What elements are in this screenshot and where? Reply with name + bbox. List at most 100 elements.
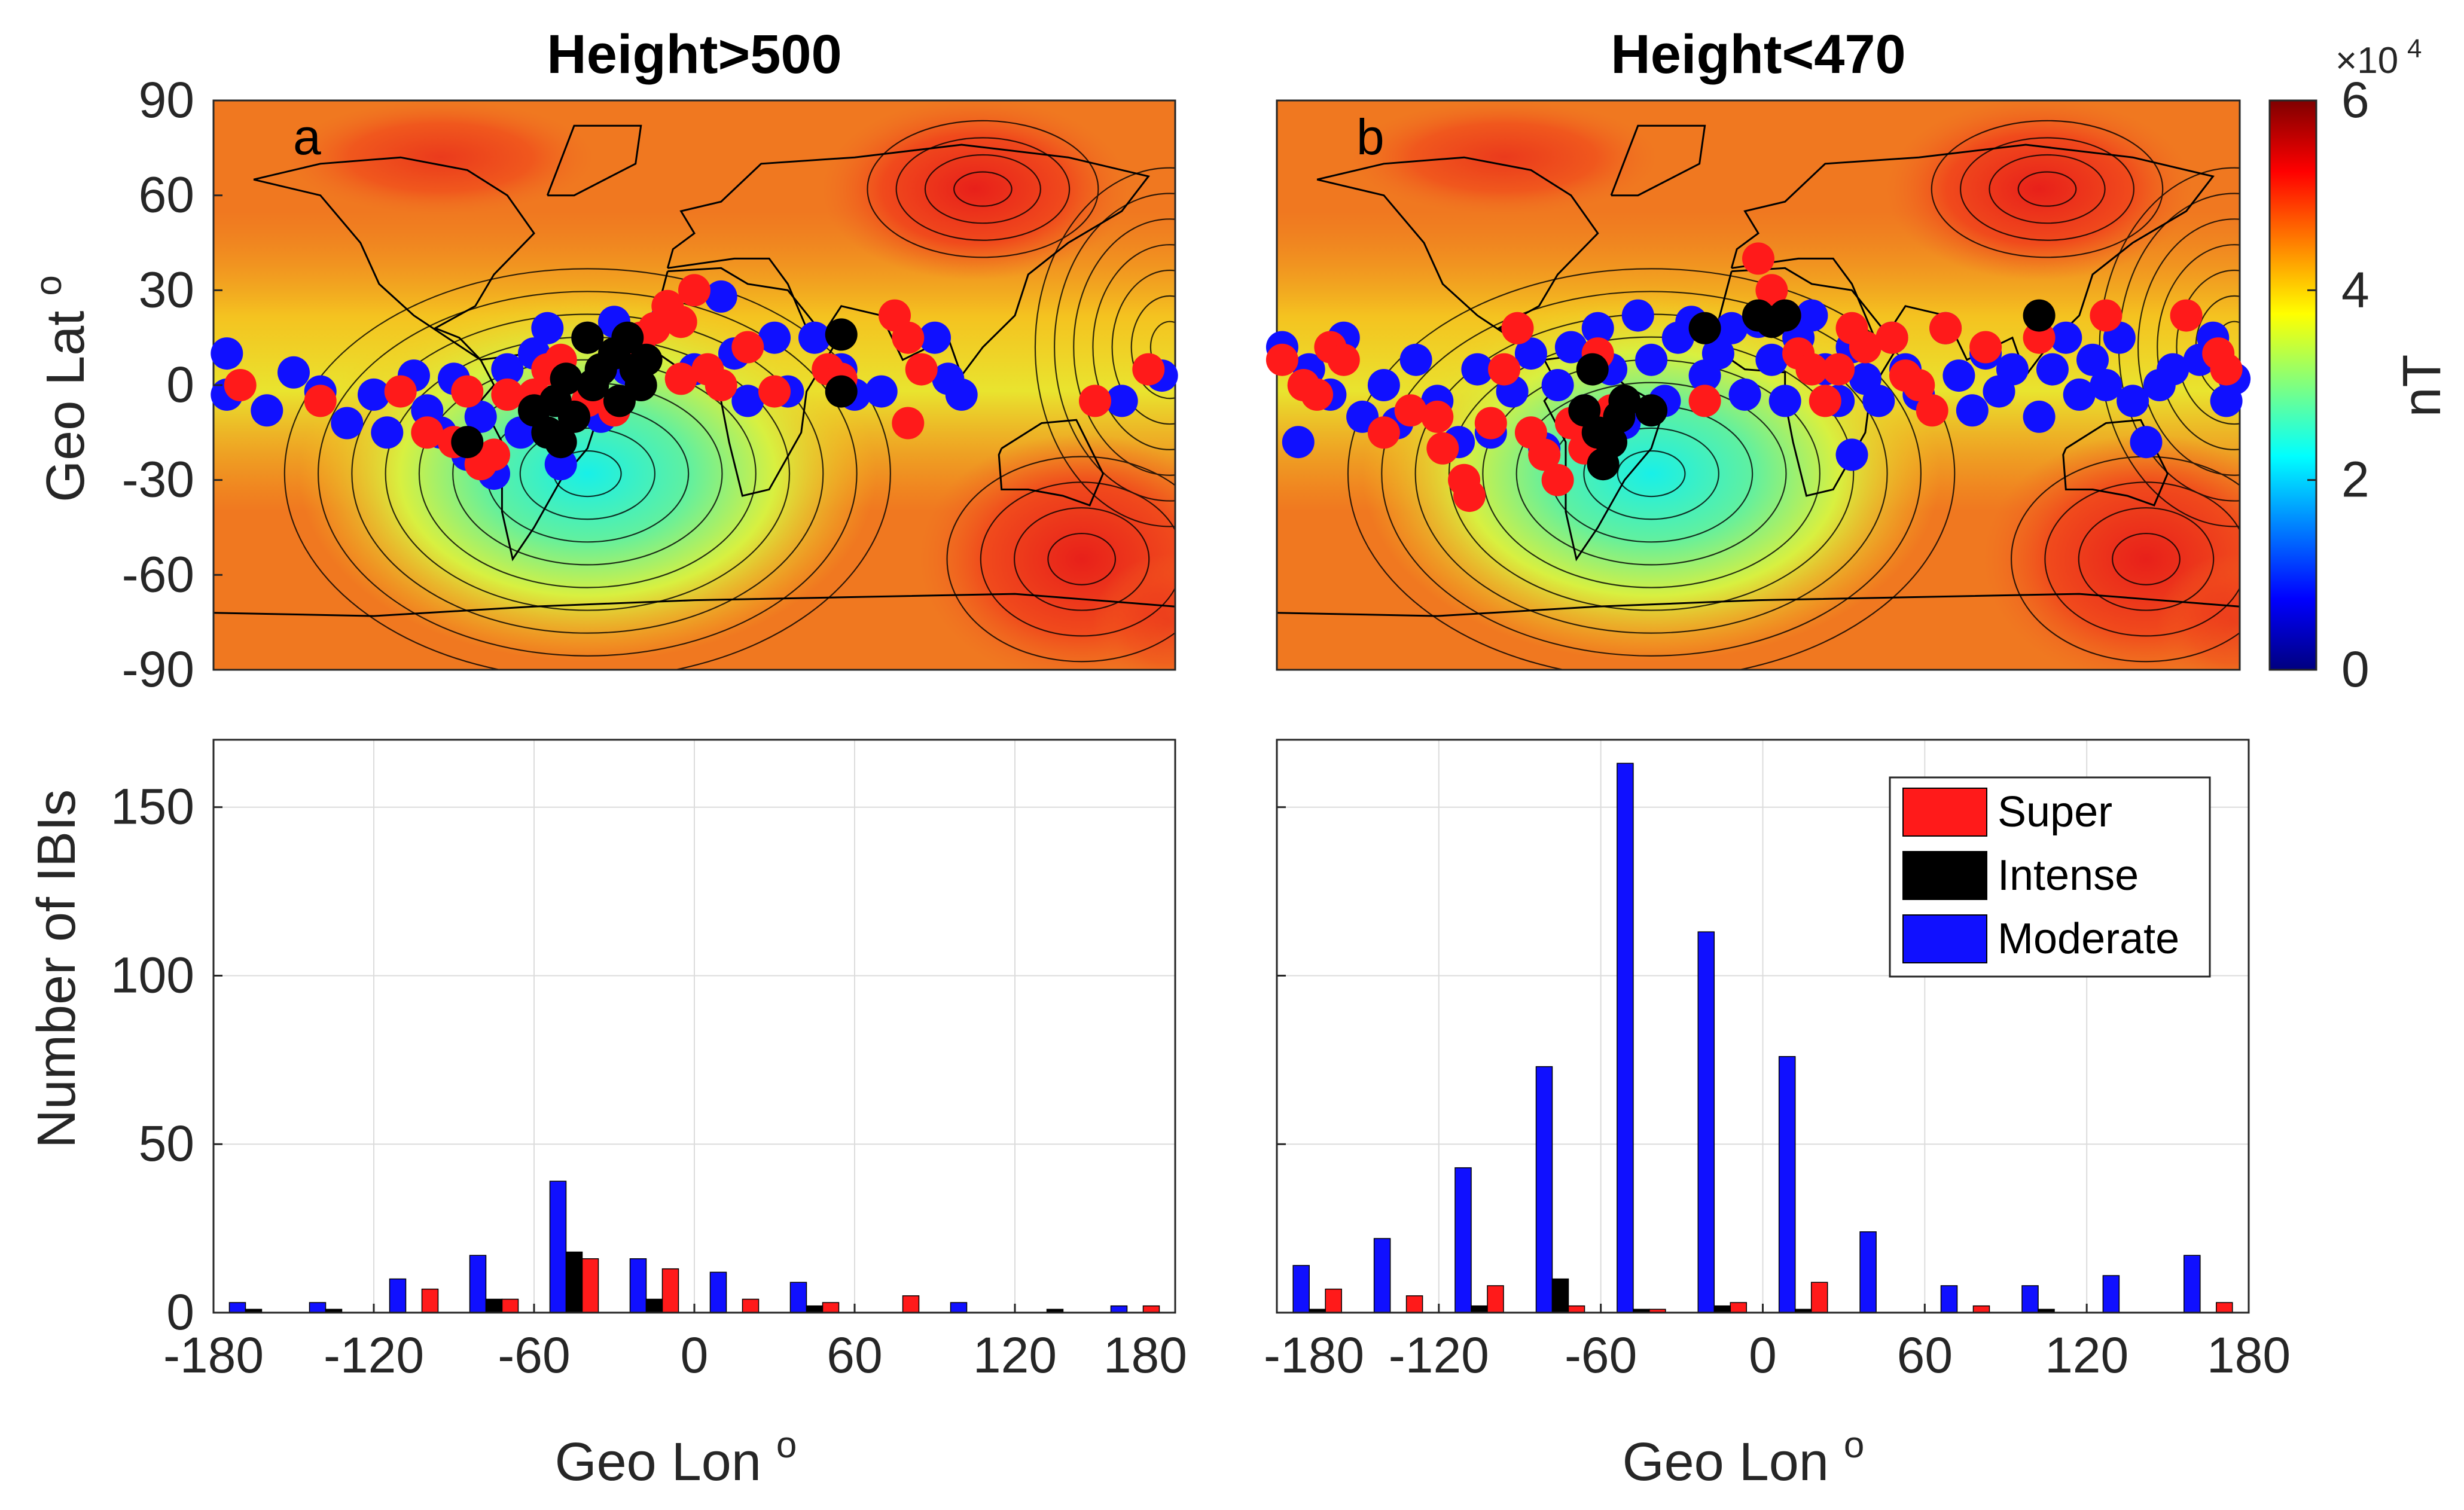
point-a-moderate-38 xyxy=(945,378,978,411)
map-ytick-2: 30 xyxy=(139,261,194,318)
bar-c-intense-5 xyxy=(645,1298,663,1313)
bar-c-super-3 xyxy=(501,1298,519,1313)
point-a-moderate-39 xyxy=(1105,385,1138,417)
point-b-super-22 xyxy=(1742,242,1774,275)
xtick-d-2: -60 xyxy=(1565,1327,1637,1383)
legend-swatch-super xyxy=(1902,788,1987,837)
point-b-moderate-32 xyxy=(1755,343,1788,376)
point-b-super-27 xyxy=(1809,385,1841,417)
point-b-moderate-6 xyxy=(1367,369,1400,401)
point-a-super-25 xyxy=(758,375,791,408)
bar-d-moderate-6 xyxy=(1778,1056,1796,1313)
point-a-super-29 xyxy=(892,321,925,354)
point-a-moderate-5 xyxy=(331,407,364,440)
point-b-moderate-30 xyxy=(1728,378,1761,411)
point-b-super-12 xyxy=(1488,353,1521,386)
point-b-moderate-17 xyxy=(1554,331,1587,364)
xtick-d-1: -120 xyxy=(1389,1327,1489,1383)
bar-d-moderate-8 xyxy=(1940,1285,1958,1313)
bar-c-super-5 xyxy=(661,1268,679,1313)
point-a-super-5 xyxy=(451,375,484,408)
point-b-super-28 xyxy=(1822,353,1855,386)
bar-d-moderate-11 xyxy=(2184,1255,2201,1313)
colorbar-label: nT xyxy=(2392,354,2452,417)
bar-c-intense-7 xyxy=(806,1305,824,1313)
bar-c-moderate-6 xyxy=(709,1271,727,1313)
point-b-moderate-28 xyxy=(1701,337,1734,370)
point-a-intense-12 xyxy=(611,321,644,354)
point-b-super-30 xyxy=(1849,331,1881,364)
point-b-super-39 xyxy=(2170,299,2203,332)
point-a-moderate-32 xyxy=(798,321,831,354)
bar-c-super-8 xyxy=(902,1295,920,1313)
point-b-super-34 xyxy=(1916,394,1948,427)
point-b-moderate-50 xyxy=(2023,400,2056,433)
xtick-c-1: -120 xyxy=(324,1327,424,1383)
svg-text:Geo Lat o: Geo Lat o xyxy=(28,275,96,502)
point-a-super-24 xyxy=(731,331,764,364)
bar-c-super-4 xyxy=(581,1258,599,1313)
point-b-super-2 xyxy=(1301,378,1334,411)
bar-d-super-1 xyxy=(1405,1295,1423,1313)
point-b-super-21 xyxy=(1688,385,1721,417)
bar-d-intense-5 xyxy=(1713,1305,1731,1313)
point-a-moderate-2 xyxy=(251,394,283,427)
point-b-super-4 xyxy=(1327,343,1360,376)
ytick-c-2: 50 xyxy=(139,1115,194,1172)
ytick-c-0: 150 xyxy=(111,779,194,835)
point-a-super-3 xyxy=(411,416,444,449)
panel-a-title: Height>500 xyxy=(547,24,841,85)
point-b-intense-8 xyxy=(1688,312,1721,344)
bar-d-moderate-10 xyxy=(2102,1275,2120,1313)
point-b-intense-7 xyxy=(1635,394,1668,427)
point-b-moderate-60 xyxy=(2157,353,2189,386)
point-b-moderate-58 xyxy=(2130,426,2163,459)
xtick-d-4: 60 xyxy=(1897,1327,1953,1383)
point-b-moderate-45 xyxy=(1942,359,1975,392)
xtick-c-3: 0 xyxy=(681,1327,709,1383)
point-b-super-31 xyxy=(1876,321,1908,354)
point-a-intense-6 xyxy=(558,400,590,433)
point-b-super-37 xyxy=(2023,321,2056,354)
bar-d-moderate-1 xyxy=(1373,1238,1391,1313)
map-ylabel: Geo Lat o xyxy=(28,275,96,502)
point-b-moderate-23 xyxy=(1635,343,1668,376)
point-b-moderate-11 xyxy=(1461,353,1494,386)
colorbar-multiplier: ×10 xyxy=(2335,40,2398,81)
ytick-c-3: 0 xyxy=(166,1284,194,1340)
point-b-moderate-19 xyxy=(1581,312,1614,344)
point-b-super-13 xyxy=(1501,312,1534,344)
bar-c-moderate-0 xyxy=(228,1302,246,1313)
bar-c-intense-4 xyxy=(565,1251,583,1313)
point-a-super-7 xyxy=(478,438,510,471)
panel-b-letter: b xyxy=(1356,109,1385,165)
xtick-d-5: 120 xyxy=(2045,1327,2128,1383)
point-a-intense-5 xyxy=(550,362,583,395)
map-ytick-5: -60 xyxy=(122,546,194,602)
point-a-moderate-7 xyxy=(371,416,404,449)
bar-d-moderate-3 xyxy=(1535,1066,1553,1313)
point-a-super-21 xyxy=(664,362,697,395)
point-a-intense-16 xyxy=(825,318,858,351)
point-a-super-19 xyxy=(664,306,697,338)
bar-panel-c: -180 -120 -60 0 60 120 180 150 100 50 0 xyxy=(111,739,1187,1383)
point-a-moderate-13 xyxy=(464,400,497,433)
bar-c-moderate-9 xyxy=(950,1302,968,1313)
point-b-moderate-1 xyxy=(1282,426,1315,459)
map-panel-b xyxy=(1265,99,2251,671)
bar-d-moderate-4 xyxy=(1617,762,1634,1313)
point-b-moderate-46 xyxy=(1956,394,1989,427)
point-a-super-20 xyxy=(678,274,710,307)
point-a-super-32 xyxy=(1079,385,1111,417)
bar-c-super-7 xyxy=(822,1302,840,1313)
point-b-moderate-57 xyxy=(2117,385,2149,417)
point-b-intense-4 xyxy=(1595,426,1627,459)
legend-swatch-moderate xyxy=(1902,914,1987,963)
bar-c-moderate-2 xyxy=(389,1278,407,1313)
point-b-moderate-65 xyxy=(1835,438,1868,471)
colorbar-tick-3: 0 xyxy=(2341,641,2370,697)
point-b-super-38 xyxy=(2090,299,2123,332)
point-a-super-1 xyxy=(304,385,337,417)
point-a-moderate-18 xyxy=(531,312,564,344)
point-b-moderate-35 xyxy=(1795,299,1828,332)
